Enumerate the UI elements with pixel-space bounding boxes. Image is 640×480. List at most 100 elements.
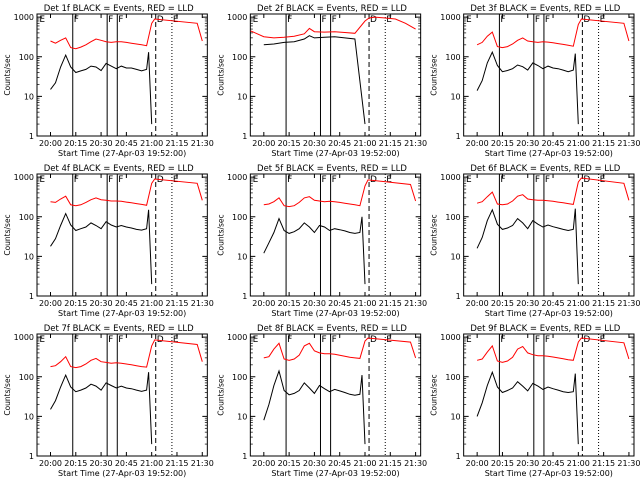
event-marker-label: F — [321, 15, 326, 25]
x-axis-label: Start Time (27-Apr-03 19:52:00) — [485, 469, 613, 478]
x-tick-label: 21:00 — [353, 299, 376, 308]
plot-frame — [249, 13, 422, 137]
x-tick-label: 21:00 — [353, 139, 376, 148]
event-marker-label: E — [173, 15, 179, 25]
y-axis-label: Counts/sec — [430, 214, 439, 255]
x-tick-label: 20:30 — [303, 299, 326, 308]
event-marker-label: F — [500, 15, 505, 25]
event-marker-label: F — [287, 335, 292, 345]
y-tick-label: 1000 — [227, 13, 247, 22]
event-marker-label: E — [173, 335, 179, 345]
y-tick-label: 100 — [232, 373, 247, 382]
series-events-line — [263, 35, 366, 125]
x-tick-label: 20:45 — [115, 459, 138, 468]
y-tick-label: 100 — [445, 373, 460, 382]
y-tick-label: 1000 — [14, 13, 34, 22]
event-marker-label: F — [108, 175, 113, 185]
event-marker-label: F — [332, 15, 337, 25]
y-tick-label: 100 — [445, 53, 460, 62]
chart-title: Det 4f BLACK = Events, RED = LLD — [44, 164, 194, 174]
event-marker-label: D — [583, 335, 590, 345]
chart-title: Det 1f BLACK = Events, RED = LLD — [44, 4, 194, 14]
event-marker-label: F — [500, 335, 505, 345]
chart-title: Det 3f BLACK = Events, RED = LLD — [470, 4, 620, 14]
chart-panel: Det 8f BLACK = Events, RED = LLD 1 10 100 10… — [216, 324, 427, 478]
chart-title: Det 8f BLACK = Events, RED = LLD — [257, 324, 407, 334]
y-tick-label: 100 — [445, 213, 460, 222]
x-tick-label: 20:00 — [39, 139, 62, 148]
x-axis-label: Start Time (27-Apr-03 19:52:00) — [58, 469, 186, 478]
event-marker-label: F — [535, 175, 540, 185]
x-tick-label: 21:15 — [165, 139, 188, 148]
x-tick-label: 21:00 — [567, 139, 590, 148]
x-axis-label: Start Time (27-Apr-03 19:52:00) — [271, 309, 399, 318]
event-marker-label: E — [600, 175, 606, 185]
x-tick-label: 21:30 — [617, 459, 640, 468]
x-axis-label: Start Time (27-Apr-03 19:52:00) — [58, 149, 186, 158]
x-tick-label: 20:00 — [39, 459, 62, 468]
x-tick-label: 21:15 — [165, 459, 188, 468]
y-tick-label: 1 — [29, 132, 34, 141]
x-tick-label: 21:00 — [140, 299, 163, 308]
x-axis-label: Start Time (27-Apr-03 19:52:00) — [58, 309, 186, 318]
y-axis-label: Counts/sec — [3, 214, 12, 255]
y-tick-label: 1 — [456, 452, 461, 461]
event-marker-label: F — [118, 335, 123, 345]
event-marker-label: E — [386, 175, 392, 185]
y-tick-label: 1000 — [440, 173, 460, 182]
event-marker-label: F — [545, 15, 550, 25]
x-tick-label: 21:30 — [617, 139, 640, 148]
event-marker-label: E — [39, 175, 45, 185]
event-marker-label: F — [545, 335, 550, 345]
event-marker-label: F — [321, 175, 326, 185]
x-tick-label: 20:15 — [278, 299, 301, 308]
x-tick-label: 21:15 — [379, 299, 402, 308]
event-marker-label: E — [253, 15, 259, 25]
x-tick-label: 21:15 — [592, 139, 615, 148]
event-marker-label: F — [287, 175, 292, 185]
chart-panel: Det 9f BLACK = Events, RED = LLD 1 10 100 10… — [430, 324, 640, 478]
x-tick-label: 21:00 — [140, 459, 163, 468]
series-lld-line — [50, 339, 203, 369]
x-tick-label: 21:15 — [592, 459, 615, 468]
y-tick-label: 1 — [456, 132, 461, 141]
y-tick-label: 10 — [24, 412, 34, 421]
event-marker-label: F — [108, 15, 113, 25]
event-marker-label: F — [74, 15, 79, 25]
y-tick-label: 1 — [29, 292, 34, 301]
x-tick-label: 20:15 — [64, 459, 87, 468]
chart-panel: Det 5f BLACK = Events, RED = LLD 1 10 100 10… — [216, 164, 427, 318]
x-tick-label: 21:15 — [379, 459, 402, 468]
y-tick-label: 1000 — [227, 173, 247, 182]
event-marker-label: E — [600, 15, 606, 25]
event-marker-label: E — [39, 335, 45, 345]
x-tick-label: 21:30 — [191, 139, 214, 148]
x-tick-label: 21:30 — [617, 299, 640, 308]
x-tick-label: 21:30 — [404, 459, 427, 468]
series-events-line — [50, 209, 153, 285]
series-lld-line — [476, 18, 630, 49]
plot-frame — [36, 333, 208, 457]
event-marker-label: E — [253, 175, 259, 185]
event-marker-label: F — [321, 335, 326, 345]
x-tick-label: 20:00 — [252, 459, 275, 468]
series-lld-line — [476, 337, 630, 363]
x-axis-label: Start Time (27-Apr-03 19:52:00) — [271, 469, 399, 478]
x-tick-label: 21:30 — [191, 459, 214, 468]
event-marker-label: E — [386, 15, 392, 25]
event-marker-label: E — [39, 15, 45, 25]
series-lld-line — [50, 178, 203, 207]
x-tick-label: 20:00 — [252, 299, 275, 308]
x-tick-label: 21:15 — [165, 299, 188, 308]
x-tick-label: 20:00 — [252, 139, 275, 148]
y-tick-label: 100 — [19, 373, 34, 382]
event-marker-label: D — [370, 15, 377, 25]
y-tick-label: 1000 — [14, 173, 34, 182]
series-events-line — [50, 372, 153, 445]
event-marker-label: D — [583, 175, 590, 185]
plot-frame — [36, 173, 208, 297]
x-tick-label: 20:30 — [90, 459, 113, 468]
event-marker-label: F — [74, 335, 79, 345]
y-tick-label: 1000 — [440, 13, 460, 22]
